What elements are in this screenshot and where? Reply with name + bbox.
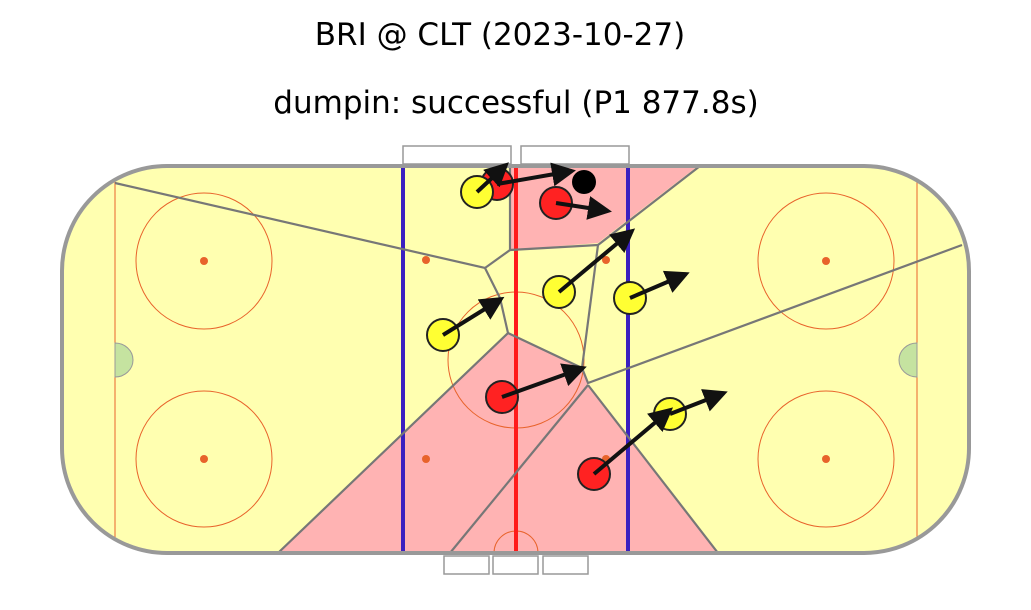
title: BRI @ CLT (2023-10-27) bbox=[315, 17, 685, 53]
benches bbox=[402, 145, 630, 575]
subtitle: dumpin: successful (P1 877.8s) bbox=[273, 85, 758, 121]
velocity-arrows bbox=[441, 162, 728, 476]
rink-surface bbox=[62, 166, 969, 553]
boards bbox=[60, 164, 971, 555]
